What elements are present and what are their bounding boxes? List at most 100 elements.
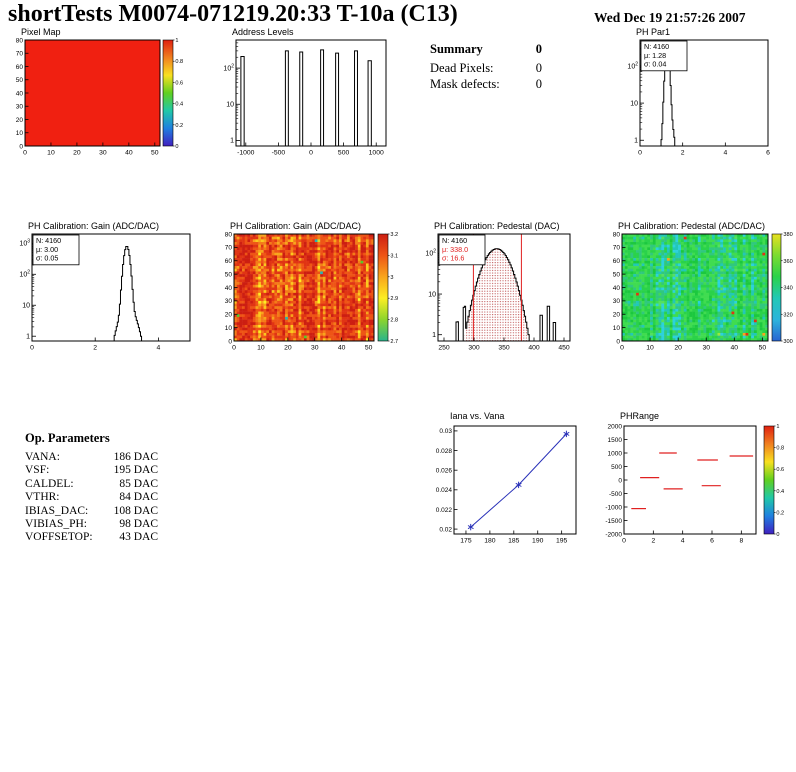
svg-text:-500: -500: [272, 150, 286, 157]
svg-text:70: 70: [225, 245, 233, 252]
op-parameter-label: VIBIAS_PH:: [25, 518, 87, 531]
summary-rows: Dead Pixels: 0 Mask defects: 0: [430, 61, 542, 92]
svg-text:2: 2: [93, 345, 97, 352]
svg-text:80: 80: [225, 231, 233, 238]
svg-text:80: 80: [613, 231, 621, 238]
op-parameter-label: VOFFSETOP:: [25, 531, 93, 544]
op-parameter-value: 108 DAC: [113, 504, 158, 517]
svg-text:3.2: 3.2: [390, 232, 398, 238]
svg-text:10: 10: [257, 345, 265, 352]
svg-text:102: 102: [627, 61, 638, 70]
svg-text:σ: 16.6: σ: 16.6: [442, 253, 464, 262]
op-parameter-row: VSF: 195 DAC: [25, 464, 158, 477]
svg-text:3.1: 3.1: [390, 253, 398, 259]
svg-text:0.026: 0.026: [436, 467, 453, 474]
svg-text:0.8: 0.8: [175, 59, 183, 65]
svg-text:180: 180: [484, 538, 496, 545]
svg-text:10: 10: [22, 303, 30, 310]
op-parameter-label: IBIAS_DAC:: [25, 504, 89, 517]
svg-text:0: 0: [232, 345, 236, 352]
summary-block: Summary 0 Dead Pixels: 0 Mask defects: 0: [430, 42, 542, 92]
op-parameter-label: VSF:: [25, 464, 50, 477]
svg-text:2000: 2000: [608, 423, 623, 430]
svg-text:20: 20: [73, 150, 81, 157]
svg-text:0: 0: [30, 345, 34, 352]
svg-text:195: 195: [556, 538, 568, 545]
summary-total-value: 0: [535, 42, 542, 56]
iana-vs-vana-chart: 175 180 185 190 195 0.02 0.022 0.024 0.026 0.028 0…: [424, 410, 588, 552]
op-parameter-value: 186 DAC: [113, 451, 158, 463]
svg-text:20: 20: [284, 345, 292, 352]
op-parameter-value: 98 DAC: [119, 518, 158, 531]
svg-text:10: 10: [47, 150, 55, 157]
ph-range-chart: 0 2 4 6 8 2000 1500 1000 500 0 -500 -1000 -1500 -2000…: [598, 410, 796, 552]
gain-map-chart: 0 10 20 30 40 50 0 10 20 30 40 50 60 70 80 3.2 3.1 3 2.9 2.…: [218, 220, 404, 360]
svg-text:2: 2: [681, 150, 685, 157]
svg-text:PH Par1: PH Par1: [636, 27, 670, 37]
svg-text:1: 1: [634, 138, 638, 145]
svg-text:1500: 1500: [608, 437, 623, 444]
op-parameter-row: VANA: 186 DAC: [25, 451, 158, 464]
svg-text:300: 300: [468, 345, 480, 352]
svg-text:2.8: 2.8: [390, 318, 398, 324]
svg-text:30: 30: [225, 298, 233, 305]
svg-text:-2000: -2000: [605, 531, 622, 538]
svg-text:250: 250: [438, 345, 450, 352]
svg-text:10: 10: [646, 345, 654, 352]
svg-text:PH Calibration: Gain (ADC/DAC): PH Calibration: Gain (ADC/DAC): [28, 221, 159, 231]
svg-text:0: 0: [776, 532, 779, 538]
summary-header: Summary 0: [430, 42, 542, 57]
gain-hist-chart: 0 2 4 103 102 10 1 N: 4160 μ: 3.00 σ: 0.05 PH Cali…: [8, 220, 208, 360]
op-parameter-value: 84 DAC: [119, 491, 158, 504]
svg-text:0.024: 0.024: [436, 487, 453, 494]
svg-text:0.2: 0.2: [776, 510, 784, 516]
svg-text:102: 102: [425, 249, 436, 258]
svg-text:320: 320: [783, 312, 792, 318]
svg-text:1: 1: [175, 38, 178, 44]
svg-text:PH Calibration: Pedestal (DAC): PH Calibration: Pedestal (DAC): [434, 221, 560, 231]
svg-text:-1000: -1000: [237, 150, 255, 157]
svg-text:60: 60: [16, 64, 24, 71]
svg-text:340: 340: [783, 286, 792, 292]
svg-text:70: 70: [16, 51, 24, 58]
svg-text:0.02: 0.02: [439, 526, 452, 533]
svg-text:2.7: 2.7: [390, 339, 398, 345]
svg-text:175: 175: [460, 538, 472, 545]
svg-text:-500: -500: [609, 491, 622, 498]
svg-text:0: 0: [19, 143, 23, 150]
svg-text:70: 70: [613, 245, 621, 252]
op-parameter-value: 85 DAC: [119, 477, 158, 490]
svg-text:20: 20: [225, 312, 233, 319]
svg-text:30: 30: [702, 345, 710, 352]
svg-text:0: 0: [622, 538, 626, 545]
svg-text:450: 450: [558, 345, 570, 352]
svg-text:0: 0: [175, 144, 178, 150]
svg-text:1: 1: [776, 424, 779, 430]
svg-text:30: 30: [311, 345, 319, 352]
svg-text:30: 30: [613, 298, 621, 305]
op-parameters-title: Op. Parameters: [25, 431, 110, 445]
svg-text:μ: 3.00: μ: 3.00: [36, 245, 58, 254]
svg-text:0.028: 0.028: [436, 448, 453, 455]
svg-text:60: 60: [225, 258, 233, 265]
svg-text:4: 4: [681, 538, 685, 545]
svg-text:0: 0: [618, 477, 622, 484]
ph-par1-chart: 0 2 4 6 102 10 1 N: 4160 μ: 1.28 σ: 0.04 PH Par1: [610, 26, 796, 166]
svg-text:50: 50: [365, 345, 373, 352]
svg-text:σ: 0.04: σ: 0.04: [644, 59, 666, 68]
svg-text:N: 4160: N: 4160: [442, 236, 467, 245]
svg-text:μ: 338.0: μ: 338.0: [442, 245, 468, 254]
summary-row: Mask defects: 0: [430, 77, 542, 93]
svg-text:σ: 0.05: σ: 0.05: [36, 253, 58, 262]
op-parameter-row: VOFFSETOP: 43 DAC: [25, 531, 158, 544]
svg-text:PH Calibration: Gain (ADC/DAC): PH Calibration: Gain (ADC/DAC): [230, 221, 361, 231]
svg-text:0.6: 0.6: [175, 80, 183, 86]
svg-text:50: 50: [613, 271, 621, 278]
op-parameters-rows: VANA: 186 DAC VSF: 195 DAC CALDEL: 85 DAC VTHR…: [25, 451, 158, 545]
address-levels-chart: -1000 -500 0 500 1000 102 10 1 Address Levels: [220, 26, 398, 166]
svg-text:6: 6: [766, 150, 770, 157]
svg-text:0.022: 0.022: [436, 507, 453, 514]
svg-text:0: 0: [638, 150, 642, 157]
summary-row-value: 0: [535, 61, 542, 75]
svg-text:μ: 1.28: μ: 1.28: [644, 51, 666, 60]
